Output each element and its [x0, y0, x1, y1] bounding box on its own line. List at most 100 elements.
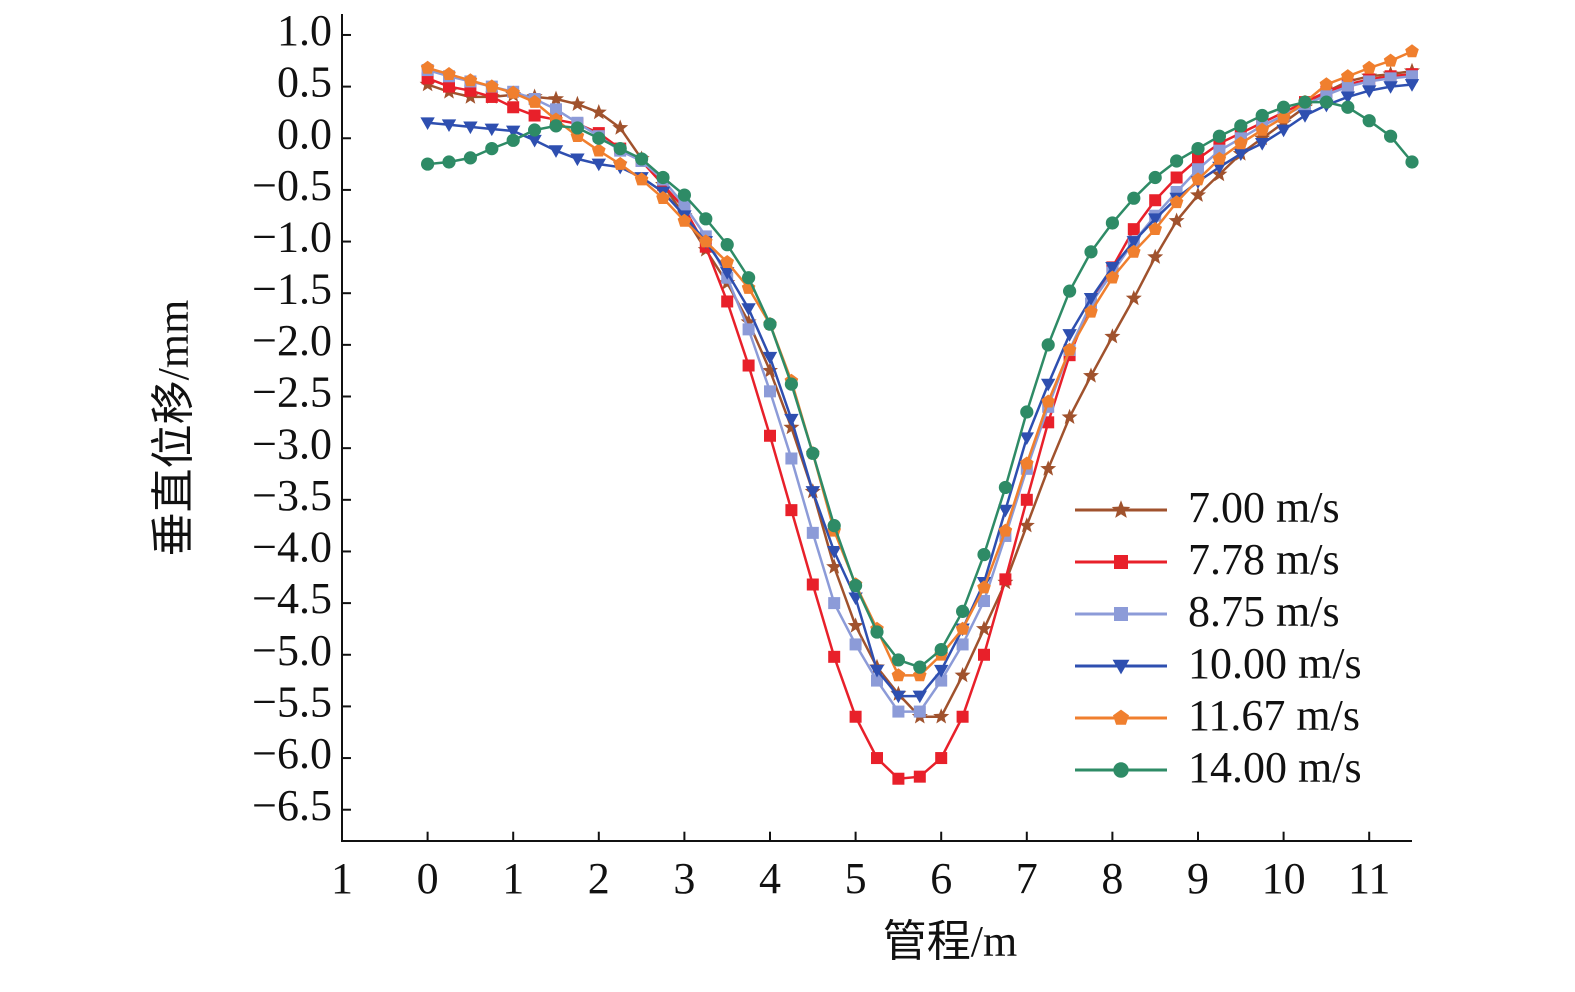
marker [420, 117, 435, 130]
marker [720, 255, 734, 268]
marker [742, 323, 755, 336]
marker [1363, 75, 1376, 88]
y-tick-label: −3.5 [252, 471, 332, 520]
legend-label: 10.00 m/s [1188, 639, 1362, 688]
marker [892, 705, 905, 718]
marker [956, 638, 969, 651]
marker [1061, 408, 1078, 424]
marker [1319, 77, 1334, 91]
marker [1148, 170, 1162, 185]
legend-label: 8.75 m/s [1188, 587, 1340, 636]
marker [1126, 236, 1141, 249]
marker [1234, 119, 1248, 133]
marker [849, 578, 863, 593]
marker [849, 710, 862, 723]
marker [570, 121, 585, 135]
marker [1020, 456, 1034, 470]
marker [1234, 136, 1248, 150]
x-tick-label: 0 [417, 854, 439, 903]
marker [1362, 60, 1376, 74]
marker [1149, 194, 1162, 207]
marker [1254, 129, 1271, 146]
marker [806, 446, 820, 460]
marker [442, 155, 456, 169]
marker [891, 668, 906, 682]
y-tick-label: −2.0 [252, 316, 332, 365]
marker [463, 73, 478, 87]
marker [1255, 122, 1269, 136]
marker [871, 674, 883, 687]
marker [1255, 138, 1270, 151]
marker [441, 119, 457, 133]
marker [828, 650, 841, 663]
marker [1383, 81, 1398, 94]
marker [485, 141, 499, 156]
marker [506, 85, 520, 99]
marker [678, 199, 691, 212]
marker [1040, 460, 1057, 476]
marker [612, 119, 629, 135]
x-tick-label: 2 [588, 854, 610, 903]
marker [827, 546, 842, 559]
marker [528, 123, 542, 137]
marker [954, 667, 971, 683]
marker [634, 172, 649, 186]
marker [998, 504, 1013, 518]
marker [549, 119, 563, 133]
marker [1127, 244, 1141, 258]
marker [443, 80, 455, 93]
marker [550, 103, 562, 116]
marker [1213, 144, 1226, 157]
marker [1148, 222, 1162, 235]
marker [891, 653, 906, 667]
marker [1041, 378, 1056, 392]
marker [420, 60, 435, 74]
marker [1170, 171, 1183, 184]
marker [527, 94, 542, 108]
marker [783, 419, 800, 435]
y-tick-label: 1.0 [277, 6, 332, 55]
marker [826, 558, 843, 574]
marker [1362, 85, 1377, 98]
x-tick-label: 9 [1187, 854, 1209, 903]
x-tick-label: 7 [1016, 854, 1038, 903]
marker [1405, 44, 1419, 58]
y-tick-label: −0.5 [252, 161, 332, 210]
marker [1362, 114, 1376, 128]
marker [1084, 245, 1098, 259]
marker [1341, 69, 1355, 83]
marker [1104, 328, 1121, 344]
marker [892, 772, 905, 785]
marker [913, 660, 927, 674]
marker [699, 234, 713, 248]
y-tick-label: −4.5 [252, 574, 332, 623]
marker [1105, 216, 1119, 230]
marker [1212, 161, 1227, 175]
marker [1041, 338, 1055, 352]
marker [1042, 416, 1055, 429]
marker [570, 153, 585, 167]
legend-label: 11.67 m/s [1188, 691, 1360, 740]
marker [1192, 163, 1204, 176]
marker [871, 752, 883, 765]
x-tick-label: 1 [331, 854, 353, 903]
marker [1276, 110, 1291, 124]
marker [1084, 304, 1098, 318]
marker [1170, 154, 1184, 168]
legend-label: 14.00 m/s [1188, 743, 1362, 792]
marker [1276, 124, 1291, 138]
x-tick-label: 4 [759, 854, 781, 903]
marker [762, 351, 778, 365]
legend-marker [1114, 555, 1128, 569]
marker [998, 480, 1013, 495]
y-tick-label: −3.0 [252, 419, 332, 468]
legend-marker [1111, 500, 1131, 518]
marker [1147, 248, 1164, 264]
marker [569, 95, 586, 111]
marker [506, 125, 521, 139]
marker [1063, 284, 1077, 298]
legend-marker [1113, 762, 1129, 778]
marker [677, 213, 692, 227]
marker [785, 504, 798, 517]
